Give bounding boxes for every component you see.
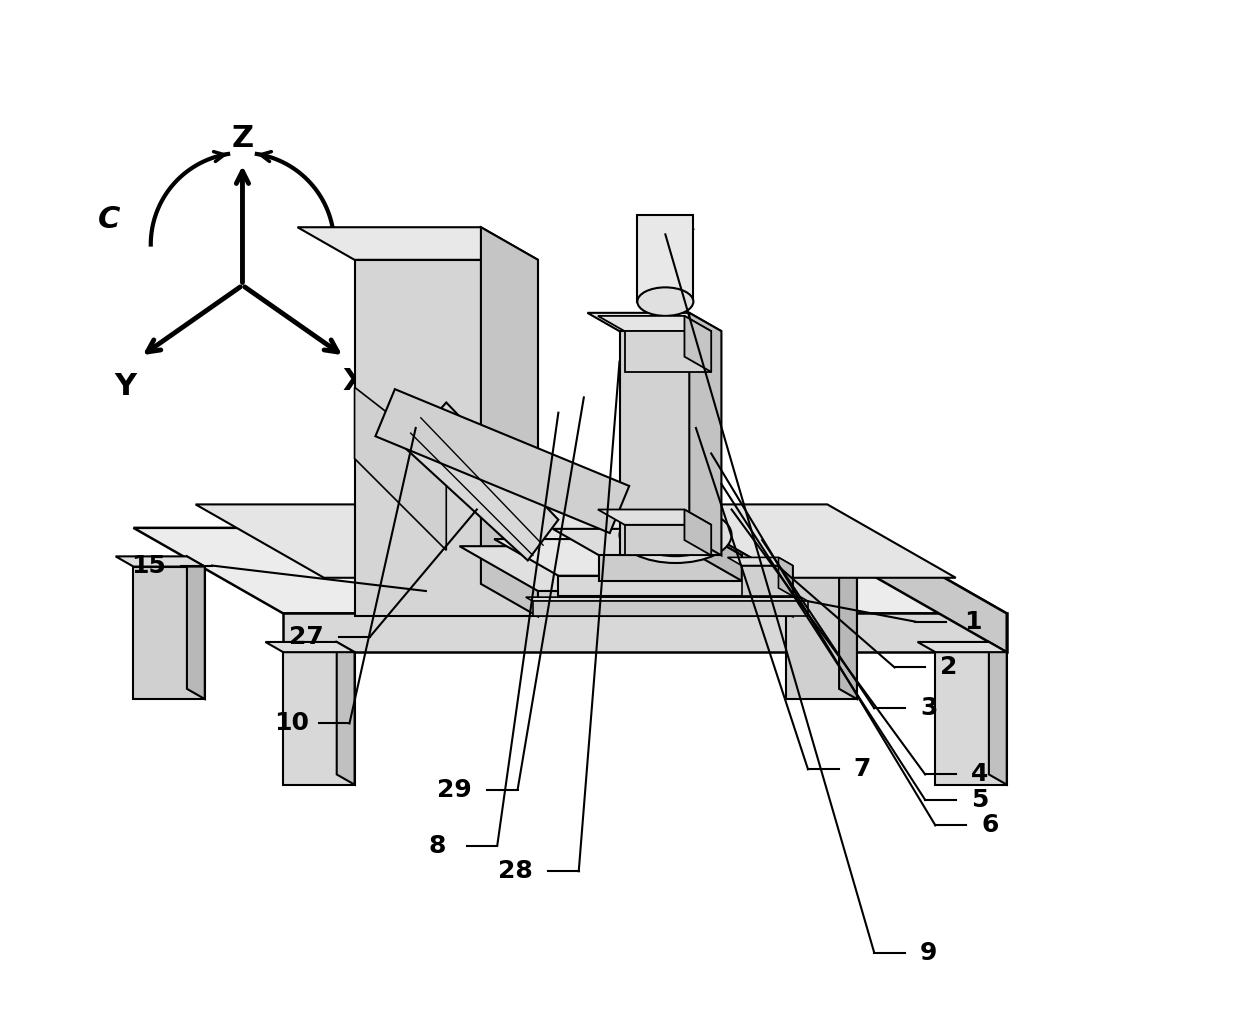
Text: 7: 7 [854,757,871,782]
Polygon shape [637,215,694,302]
Polygon shape [624,525,711,555]
Text: 3: 3 [921,696,938,720]
Polygon shape [598,510,711,525]
Polygon shape [297,227,538,260]
Text: 6: 6 [981,813,999,838]
Polygon shape [525,597,808,601]
Polygon shape [714,546,793,616]
Polygon shape [786,567,857,699]
Text: Y: Y [114,372,136,400]
Polygon shape [918,642,1007,652]
Ellipse shape [637,287,694,316]
Polygon shape [533,601,808,616]
Polygon shape [460,546,793,591]
Polygon shape [354,387,446,550]
Polygon shape [624,331,711,372]
Polygon shape [538,591,793,616]
Text: 27: 27 [289,625,323,649]
Polygon shape [742,566,793,596]
Polygon shape [719,539,783,596]
Text: 2: 2 [940,655,958,680]
Polygon shape [587,313,721,331]
Polygon shape [857,528,1007,652]
Polygon shape [598,316,711,331]
Polygon shape [265,642,354,652]
Polygon shape [559,576,783,596]
Text: X: X [343,367,367,395]
Polygon shape [778,557,793,596]
Polygon shape [684,510,711,555]
Ellipse shape [620,507,731,562]
Polygon shape [768,556,857,567]
Text: 1: 1 [964,609,981,634]
Polygon shape [637,215,694,244]
Polygon shape [935,652,1007,785]
Text: 10: 10 [274,711,309,736]
Polygon shape [553,529,742,555]
Polygon shape [989,642,1007,785]
Polygon shape [354,260,538,616]
Text: 9: 9 [921,941,938,965]
Text: 4: 4 [971,762,989,787]
Polygon shape [689,313,721,555]
Polygon shape [134,567,204,699]
Polygon shape [196,504,955,578]
Text: Z: Z [232,124,254,153]
Polygon shape [494,539,783,576]
Polygon shape [284,652,354,785]
Polygon shape [115,556,204,567]
Text: 29: 29 [437,777,472,802]
Polygon shape [134,528,1007,613]
Polygon shape [405,403,559,560]
Text: 5: 5 [971,788,989,812]
Polygon shape [284,613,1007,652]
Text: 15: 15 [131,553,166,578]
Polygon shape [375,389,629,533]
Polygon shape [337,642,354,785]
Polygon shape [839,556,857,699]
Polygon shape [481,227,538,616]
Text: C: C [98,205,120,233]
Polygon shape [727,557,793,566]
Polygon shape [684,316,711,372]
Ellipse shape [632,514,719,556]
Polygon shape [187,556,204,699]
Polygon shape [600,555,742,581]
Polygon shape [695,529,742,581]
Polygon shape [620,331,721,555]
Text: 8: 8 [429,834,446,858]
Text: 28: 28 [498,859,533,883]
